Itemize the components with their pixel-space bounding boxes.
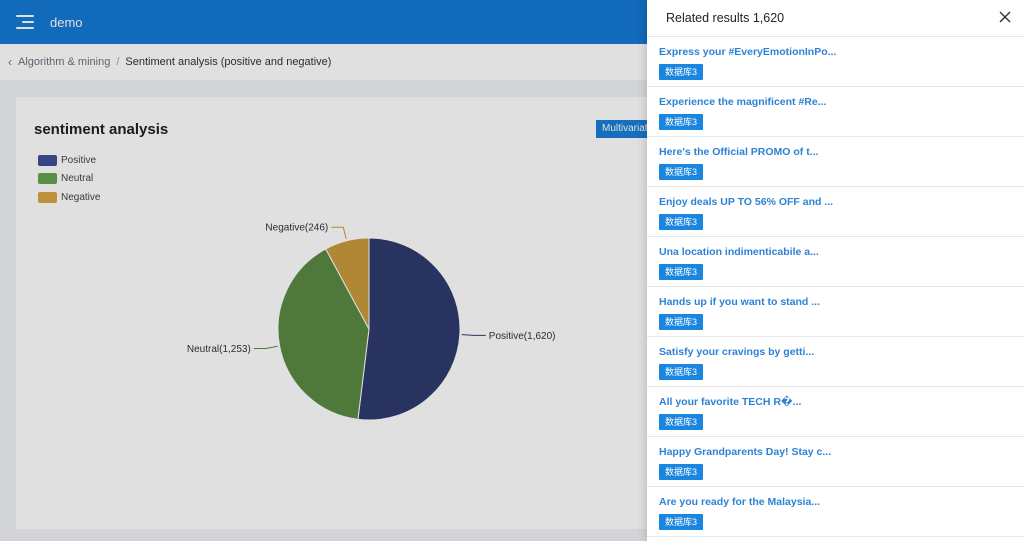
result-title-link[interactable]: Express your #EveryEmotionInPo... (659, 46, 837, 58)
legend-item-positive[interactable]: Positive (38, 151, 100, 170)
app-title: demo (50, 14, 83, 30)
pie-slice-negative[interactable] (325, 237, 370, 330)
result-item: Experience the magnificent #Re... 数据库3 (647, 87, 1024, 137)
legend-label-negative: Negative (61, 191, 101, 203)
result-item: Satisfy your cravings by getti... 数据库3 (647, 337, 1024, 387)
result-title-link[interactable]: Una location indimenticabile a... (659, 246, 819, 258)
related-results-drawer: Related results 1,620 Express your #Ever… (647, 0, 1024, 541)
legend-item-negative[interactable]: Negative (38, 188, 100, 207)
source-tag: 数据库3 (659, 214, 704, 230)
pie-slice-neutral[interactable] (277, 248, 370, 420)
pie-slice-positive[interactable] (357, 237, 461, 421)
drawer-header: Related results 1,620 (647, 0, 1024, 37)
result-list: Express your #EveryEmotionInPo... 数据库3 Exp… (647, 37, 1024, 537)
chart-title: sentiment analysis (34, 121, 169, 138)
source-tag: 数据库3 (659, 264, 704, 280)
legend-swatch-positive (38, 154, 57, 166)
drawer-title: Related results 1,620 (666, 11, 785, 25)
result-title-link[interactable]: Here's the Official PROMO of t... (659, 146, 819, 158)
leader-line-negative (331, 226, 347, 239)
legend-swatch-negative (38, 191, 57, 203)
close-icon[interactable] (998, 10, 1012, 24)
chart-legend: Positive Neutral Negative (38, 151, 100, 207)
source-tag: 数据库3 (659, 164, 704, 180)
breadcrumb-parent[interactable]: Algorithm & mining (18, 56, 111, 68)
source-tag: 数据库3 (659, 364, 704, 380)
legend-swatch-neutral (38, 173, 57, 185)
source-tag: 数据库3 (659, 64, 704, 80)
leader-line-positive (461, 334, 486, 336)
slice-label-neutral: Neutral(1,253) (187, 344, 251, 355)
result-item: Here's the Official PROMO of t... 数据库3 (647, 137, 1024, 187)
result-item: Express your #EveryEmotionInPo... 数据库3 (647, 37, 1024, 87)
result-item: All your favorite TECH R�... 数据库3 (647, 387, 1024, 437)
legend-item-neutral[interactable]: Neutral (38, 170, 100, 189)
result-title-link[interactable]: Satisfy your cravings by getti... (659, 346, 815, 358)
breadcrumb-current: Sentiment analysis (positive and negativ… (125, 56, 332, 68)
menu-fold-icon[interactable] (16, 15, 34, 29)
source-tag: 数据库3 (659, 114, 704, 130)
source-tag: 数据库3 (659, 514, 704, 530)
breadcrumb-separator: / (116, 56, 120, 68)
pie-chart: Positive(1,620) Neutral(1,253) Negative(24… (187, 223, 556, 421)
leader-line-neutral (253, 345, 278, 350)
result-title-link[interactable]: Are you ready for the Malaysia... (659, 496, 821, 508)
result-title-link[interactable]: Enjoy deals UP TO 56% OFF and ... (659, 196, 834, 208)
result-item: Hands up if you want to stand ... 数据库3 (647, 287, 1024, 337)
result-title-link[interactable]: Happy Grandparents Day! Stay c... (659, 446, 832, 458)
legend-label-positive: Positive (61, 154, 97, 166)
result-item: Are you ready for the Malaysia... 数据库3 (647, 487, 1024, 537)
chevron-left-icon[interactable]: ‹ (8, 55, 12, 69)
legend-label-neutral: Neutral (61, 173, 94, 185)
result-item: Enjoy deals UP TO 56% OFF and ... 数据库3 (647, 187, 1024, 237)
result-title-link[interactable]: Experience the magnificent #Re... (659, 96, 827, 108)
source-tag: 数据库3 (659, 414, 704, 430)
source-tag: 数据库3 (659, 464, 704, 480)
slice-label-positive: Positive(1,620) (489, 331, 556, 342)
result-item: Una location indimenticabile a... 数据库3 (647, 237, 1024, 287)
result-title-link[interactable]: Hands up if you want to stand ... (659, 296, 821, 308)
result-item: Happy Grandparents Day! Stay c... 数据库3 (647, 437, 1024, 487)
slice-label-negative: Negative(246) (265, 223, 328, 234)
result-title-link[interactable]: All your favorite TECH R�... (659, 396, 802, 408)
source-tag: 数据库3 (659, 314, 704, 330)
